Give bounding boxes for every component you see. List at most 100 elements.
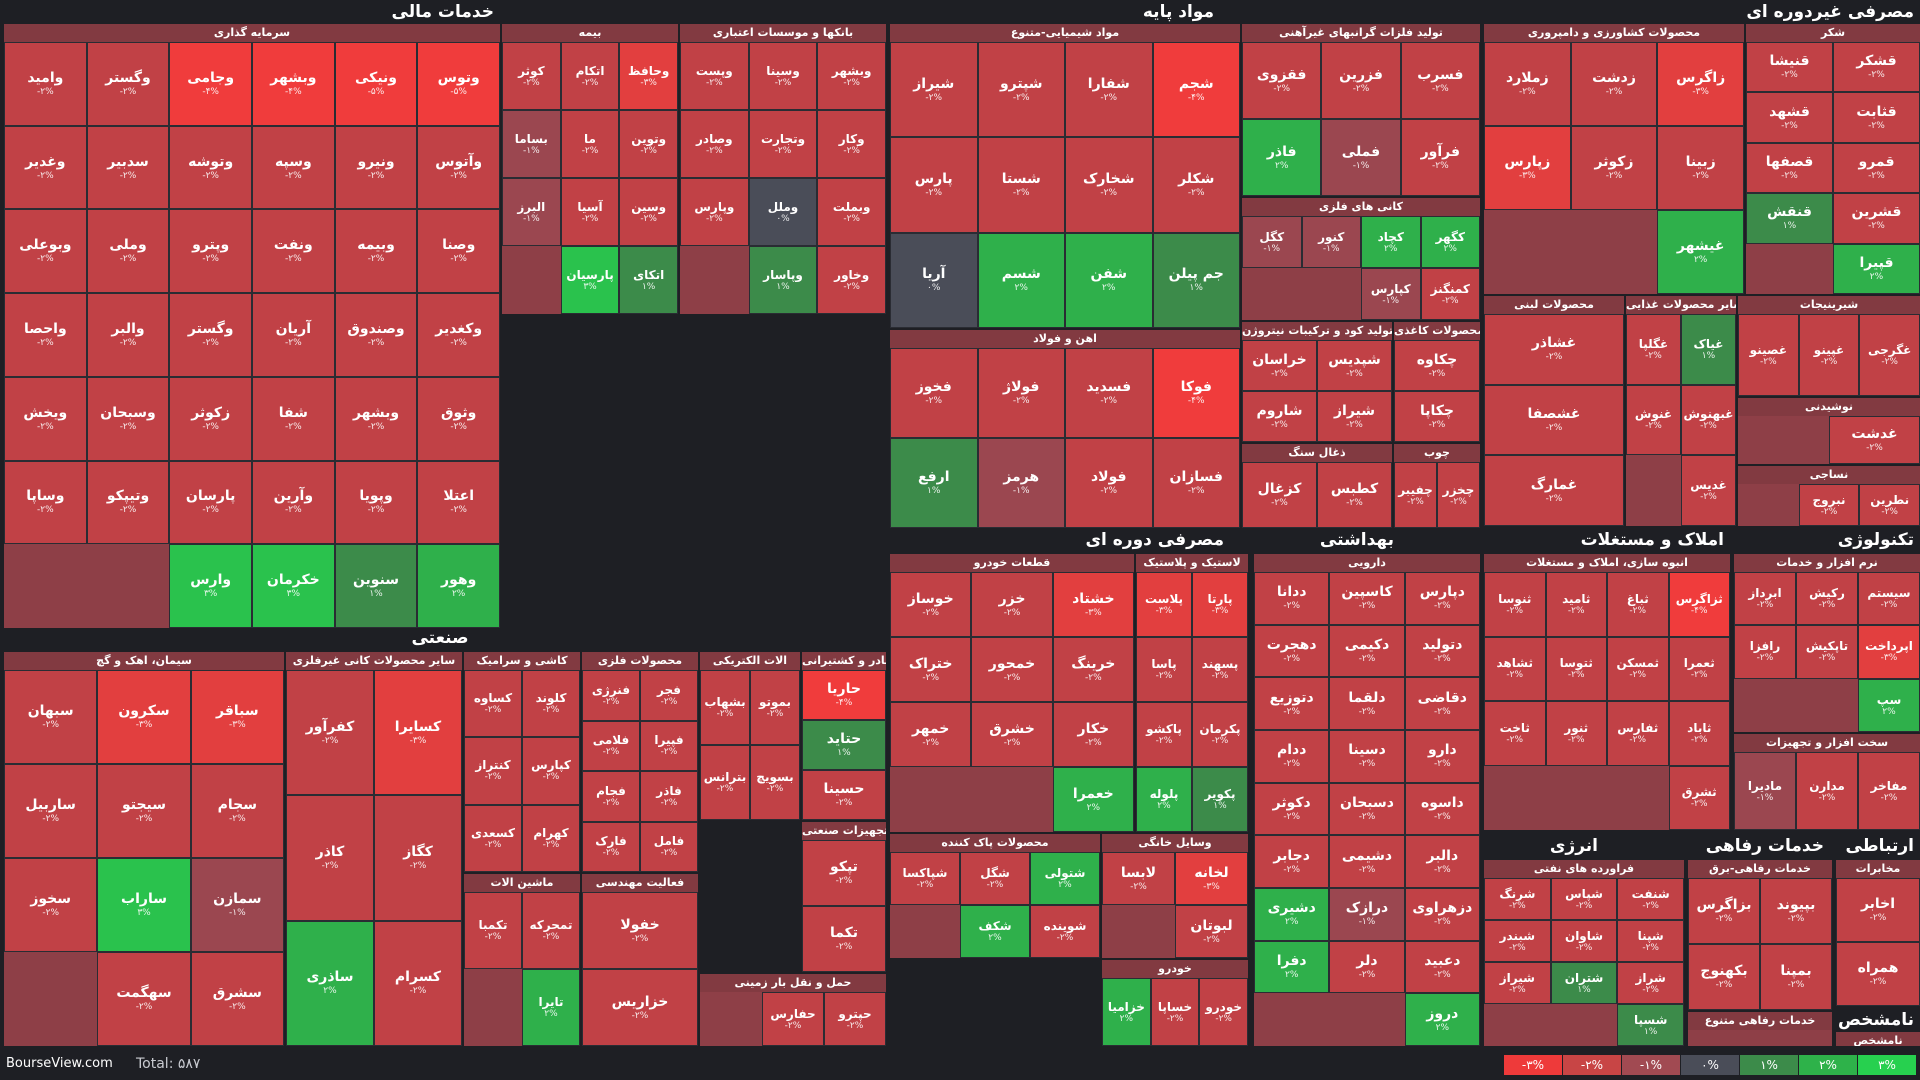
stock-tile[interactable]: خفولا -۲% <box>582 892 698 969</box>
stock-tile[interactable]: ددانا -۲% <box>1254 572 1330 625</box>
stock-tile[interactable]: کسرام -۲% <box>374 920 462 1046</box>
stock-tile[interactable]: کلوند -۲% <box>522 670 580 738</box>
stock-tile[interactable]: کاذر -۲% <box>286 795 374 921</box>
stock-tile[interactable]: ونیرو -۲% <box>334 125 418 210</box>
stock-tile[interactable]: سمازن -۱% <box>190 858 284 952</box>
stock-tile[interactable]: تپکو -۲% <box>802 840 886 906</box>
stock-tile[interactable]: دجابر -۲% <box>1254 835 1330 888</box>
stock-tile[interactable]: غدشت -۲% <box>1829 416 1920 464</box>
stock-tile[interactable]: شراز -۲% <box>1617 962 1684 1004</box>
stock-tile[interactable]: شیراز -۲% <box>1484 962 1551 1004</box>
stock-tile[interactable]: ثشرق -۲% <box>1668 765 1730 830</box>
stock-tile[interactable]: بسویچ -۲% <box>750 745 800 820</box>
stock-tile[interactable]: لبوتان -۲% <box>1175 905 1248 958</box>
stock-tile[interactable]: ابرداز -۲% <box>1734 572 1796 626</box>
stock-tile[interactable]: فجر -۲% <box>640 670 698 721</box>
stock-tile[interactable]: فخوز -۲% <box>890 348 978 438</box>
stock-tile[interactable]: وپست -۲% <box>680 42 749 110</box>
stock-tile[interactable]: کپارس -۲% <box>522 737 580 805</box>
stock-tile[interactable]: کوثر -۲% <box>502 42 561 110</box>
stock-tile[interactable]: فارک -۲% <box>582 821 640 872</box>
stock-tile[interactable]: سشرق -۲% <box>190 952 284 1046</box>
stock-tile[interactable]: دالبر -۲% <box>1404 835 1480 888</box>
stock-tile[interactable]: وگستر -۲% <box>86 42 170 126</box>
stock-tile[interactable]: وسپه -۲% <box>252 125 335 210</box>
stock-tile[interactable]: زکوثر -۲% <box>169 376 252 461</box>
stock-tile[interactable]: نبروج -۲% <box>1798 484 1860 526</box>
stock-tile[interactable]: فملی -۱% <box>1321 119 1401 196</box>
stock-tile[interactable]: وسین -۲% <box>619 178 678 246</box>
stock-tile[interactable]: پسهند -۲% <box>1192 637 1248 702</box>
stock-tile[interactable]: دلر -۲% <box>1329 940 1405 994</box>
stock-tile[interactable]: چفیبر -۲% <box>1394 462 1437 528</box>
stock-tile[interactable]: ثشاهد -۲% <box>1484 636 1546 701</box>
stock-tile[interactable]: پارسان -۲% <box>169 460 252 545</box>
stock-tile[interactable]: شتولی ۲% <box>1030 852 1100 905</box>
stock-tile[interactable]: غمارگ -۲% <box>1484 455 1624 526</box>
stock-tile[interactable]: ثباغ -۲% <box>1607 572 1669 637</box>
stock-tile[interactable]: پاسا -۲% <box>1136 637 1192 702</box>
stock-tile[interactable]: فسرب -۲% <box>1400 42 1480 119</box>
stock-tile[interactable]: دشیمی -۲% <box>1329 835 1405 888</box>
stock-tile[interactable]: وبشهر -۲% <box>334 376 418 461</box>
stock-tile[interactable]: ثاخت -۲% <box>1484 701 1546 766</box>
stock-tile[interactable]: مادیرا -۱% <box>1734 752 1796 830</box>
stock-tile[interactable]: وآرین -۲% <box>252 460 335 545</box>
stock-tile[interactable]: کگل -۱% <box>1242 216 1302 268</box>
stock-tile[interactable]: پکرمان -۲% <box>1192 702 1248 767</box>
stock-tile[interactable]: خزر -۲% <box>971 572 1053 637</box>
stock-tile[interactable]: اتکام -۲% <box>560 42 620 110</box>
stock-tile[interactable]: خرینگ -۲% <box>1052 637 1134 702</box>
stock-tile[interactable]: فاذر -۲% <box>640 771 698 822</box>
stock-tile[interactable]: قنقش ۱% <box>1746 193 1833 244</box>
stock-tile[interactable]: کفرآور -۲% <box>286 670 374 796</box>
stock-tile[interactable]: قثابت -۲% <box>1833 92 1920 143</box>
stock-tile[interactable]: وتیپکو -۲% <box>86 460 170 545</box>
stock-tile[interactable]: حپترو -۲% <box>824 992 886 1046</box>
stock-tile[interactable]: آریا ۰% <box>890 232 978 328</box>
stock-tile[interactable]: وارس ۳% <box>169 544 252 628</box>
stock-tile[interactable]: شپترو -۲% <box>977 42 1065 138</box>
stock-tile[interactable]: دلقما -۲% <box>1329 677 1405 730</box>
stock-tile[interactable]: شگل -۲% <box>960 852 1030 905</box>
stock-tile[interactable]: شیراز -۲% <box>890 42 978 138</box>
stock-tile[interactable]: چکاوه -۲% <box>1394 340 1480 391</box>
stock-tile[interactable]: سیجتو -۲% <box>97 764 191 858</box>
stock-tile[interactable]: دسبحان -۲% <box>1329 782 1405 836</box>
stock-tile[interactable]: وسبحان -۲% <box>86 376 170 461</box>
stock-tile[interactable]: سباقر -۳% <box>190 670 284 764</box>
stock-tile[interactable]: سدبیر -۲% <box>86 125 170 210</box>
stock-tile[interactable]: البرز -۱% <box>502 178 561 246</box>
stock-tile[interactable]: کساوه -۲% <box>464 670 522 738</box>
stock-tile[interactable]: دارو -۲% <box>1404 730 1480 783</box>
stock-tile[interactable]: وهور ۲% <box>417 544 500 628</box>
stock-tile[interactable]: رافزا -۲% <box>1734 625 1796 679</box>
stock-tile[interactable]: پارس -۲% <box>890 137 978 233</box>
stock-tile[interactable]: وخاور -۲% <box>817 246 886 314</box>
stock-tile[interactable]: حتاید ۱% <box>802 720 886 770</box>
stock-tile[interactable]: هرمز -۱% <box>977 438 1065 528</box>
stock-tile[interactable]: وتوشه -۲% <box>169 125 252 210</box>
stock-tile[interactable]: پلوله ۲% <box>1136 767 1192 832</box>
stock-tile[interactable]: فزرین -۲% <box>1321 42 1401 119</box>
stock-tile[interactable]: پارتا -۳% <box>1192 572 1248 637</box>
stock-tile[interactable]: وپاسار ۱% <box>748 246 818 314</box>
stock-tile[interactable]: ثزاگرس -۴% <box>1668 572 1730 637</box>
stock-tile[interactable]: شکلر -۲% <box>1152 137 1240 233</box>
stock-tile[interactable]: خساپا -۲% <box>1150 978 1200 1046</box>
stock-tile[interactable]: اتکای ۱% <box>619 246 678 314</box>
stock-tile[interactable]: فقزوی -۲% <box>1242 42 1322 119</box>
stock-tile[interactable]: فولاژ -۲% <box>977 348 1065 438</box>
stock-tile[interactable]: ساذری ۲% <box>286 920 374 1046</box>
stock-tile[interactable]: سپ ۲% <box>1858 678 1920 732</box>
stock-tile[interactable]: رکیش -۲% <box>1796 572 1858 626</box>
stock-tile[interactable]: وکار -۲% <box>817 110 886 178</box>
stock-tile[interactable]: فجام -۲% <box>582 771 640 822</box>
stock-tile[interactable]: بساما -۱% <box>502 110 561 178</box>
stock-tile[interactable]: کسعدی -۲% <box>464 804 522 872</box>
stock-tile[interactable]: غصینو -۲% <box>1738 314 1799 396</box>
stock-tile[interactable]: کسایرا -۳% <box>374 670 462 796</box>
stock-tile[interactable]: خزامیا ۲% <box>1102 978 1151 1046</box>
stock-tile[interactable]: کچاد ۲% <box>1361 216 1421 268</box>
stock-tile[interactable]: شپنا -۲% <box>1617 920 1684 962</box>
